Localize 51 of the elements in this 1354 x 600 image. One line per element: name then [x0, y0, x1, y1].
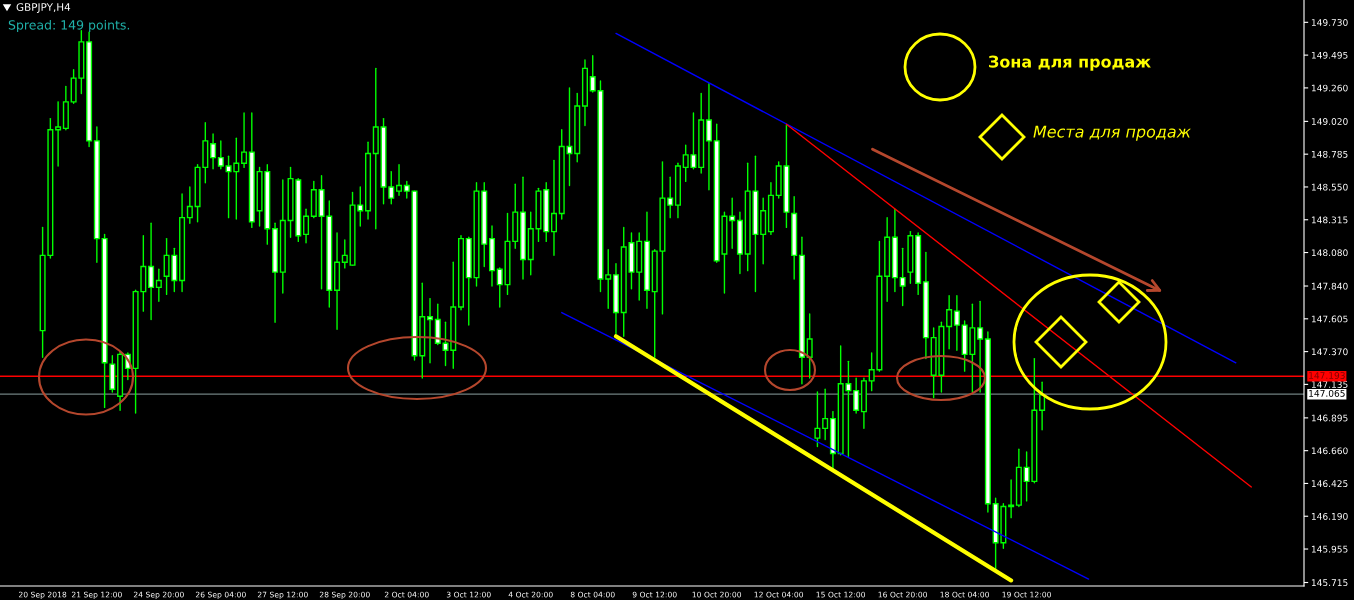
candlestick — [853, 377, 860, 414]
candlestick — [186, 186, 193, 224]
y-tick-label: 147.605 — [1311, 315, 1348, 323]
y-tick-label: 147.370 — [1311, 348, 1348, 356]
candlestick — [977, 300, 984, 393]
annotation: Spread: 149 points. — [8, 19, 130, 33]
y-tick-label: 149.730 — [1311, 19, 1348, 26]
y-tick-label: 147.840 — [1311, 282, 1348, 290]
candlestick — [605, 249, 612, 310]
candlestick — [396, 163, 403, 197]
candlestick — [148, 222, 155, 321]
candlestick — [55, 101, 62, 167]
candlestick — [155, 268, 162, 303]
y-tick-label: 149.260 — [1311, 84, 1348, 92]
chart-title: GBPJPY,H4 — [16, 3, 71, 13]
candlestick — [705, 83, 712, 191]
candlestick — [1039, 381, 1046, 431]
y-tick-label: 148.315 — [1311, 216, 1348, 224]
y-tick-label: 149.020 — [1311, 118, 1348, 125]
candlestick — [217, 140, 224, 170]
y-tick-label: 145.715 — [1311, 579, 1348, 587]
ref-line-label: 147.065 — [1309, 389, 1345, 397]
candlestick — [899, 247, 906, 307]
y-tick-label: 146.895 — [1311, 414, 1348, 422]
candlestick — [550, 159, 558, 257]
y-tick-label: 148.785 — [1311, 150, 1348, 158]
y-tick-label: 148.550 — [1311, 183, 1348, 191]
candlestick — [210, 133, 217, 170]
candlestick — [341, 239, 348, 269]
candlestick — [1008, 479, 1015, 519]
candlestick — [760, 197, 767, 265]
candlestick — [953, 295, 960, 351]
y-tick-label: 146.660 — [1311, 447, 1348, 455]
ref-line-label: 147.193 — [1309, 372, 1345, 379]
annotation: Места для продаж — [1033, 125, 1191, 141]
candlestick — [729, 197, 736, 250]
candlestick — [667, 176, 674, 219]
y-tick-label: 146.425 — [1311, 480, 1348, 488]
candlestick — [822, 388, 829, 441]
candlestick — [806, 313, 813, 379]
candlestick — [241, 112, 248, 169]
candlestick — [303, 208, 310, 244]
y-tick-label: 148.080 — [1311, 249, 1348, 257]
candlestick — [814, 391, 821, 448]
y-tick-label: 147.135 — [1311, 381, 1348, 388]
candlestick — [946, 295, 953, 350]
candlestick — [426, 297, 434, 364]
y-tick-label: 145.955 — [1311, 545, 1348, 553]
y-tick-label: 149.495 — [1311, 51, 1348, 59]
annotation: Зона для продаж — [989, 55, 1151, 71]
y-tick-label: 146.190 — [1311, 512, 1348, 520]
